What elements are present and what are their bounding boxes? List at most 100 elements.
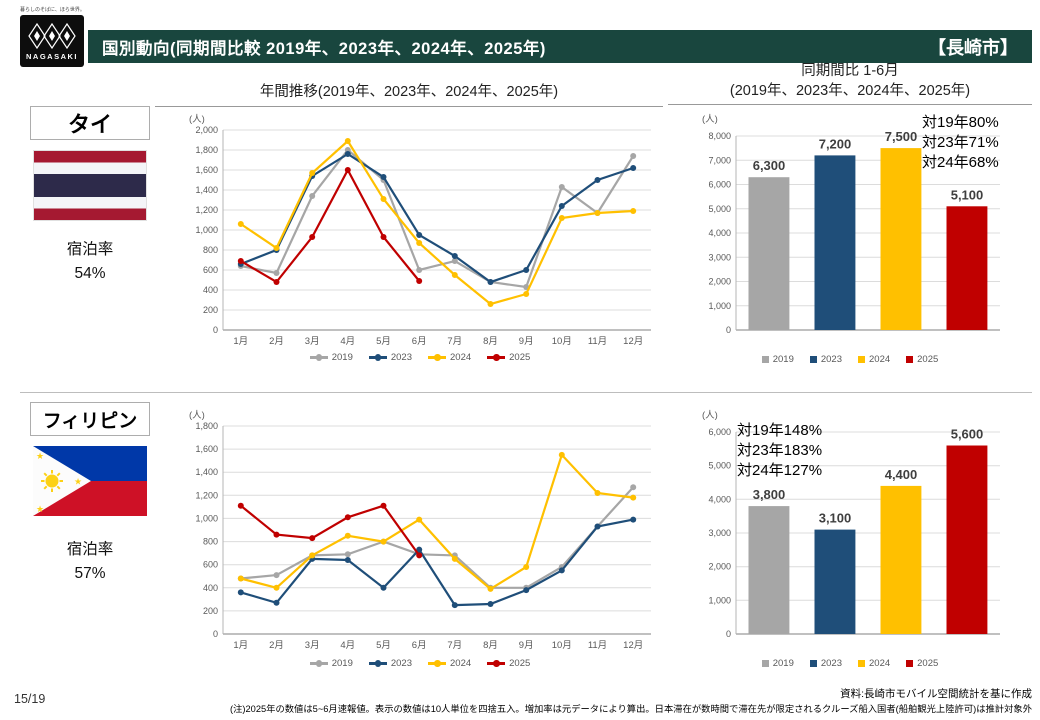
svg-text:7月: 7月 xyxy=(447,336,462,347)
star-icon: ★ ★ ★ xyxy=(36,451,82,514)
svg-text:0: 0 xyxy=(213,629,218,639)
svg-text:(人): (人) xyxy=(189,114,205,125)
legend-square-marker xyxy=(761,356,769,363)
svg-text:2,000: 2,000 xyxy=(708,562,731,572)
logo-box: NAGASAKI xyxy=(20,15,84,67)
nagasaki-logo: 暮らしのそばに、ほら世界。 NAGASAKI xyxy=(20,6,85,67)
comparison-line: 対19年148% xyxy=(737,422,823,439)
svg-text:7月: 7月 xyxy=(447,640,462,651)
svg-text:1,400: 1,400 xyxy=(195,185,218,195)
country-label-thailand: タイ xyxy=(30,106,150,140)
comparison-line: 対24年127% xyxy=(737,462,823,479)
legend-line-marker xyxy=(309,660,328,668)
svg-text:6,300: 6,300 xyxy=(753,158,786,173)
svg-text:4,000: 4,000 xyxy=(708,228,731,238)
svg-text:1月: 1月 xyxy=(233,336,248,347)
legend-square-marker xyxy=(906,660,914,667)
comparison-line: 対23年183% xyxy=(737,442,823,459)
legend-square-marker xyxy=(761,660,769,667)
logo-slogan: 暮らしのそばに、ほら世界。 xyxy=(20,7,85,13)
svg-text:8月: 8月 xyxy=(483,640,498,651)
svg-text:11月: 11月 xyxy=(588,640,607,651)
comparison-line: 対19年80% xyxy=(922,114,999,131)
svg-text:8,000: 8,000 xyxy=(708,131,731,141)
svg-text:200: 200 xyxy=(203,606,218,616)
svg-text:3,000: 3,000 xyxy=(708,528,731,538)
philippines-flag: ★ ★ ★ xyxy=(33,446,147,516)
legend-item-2024: 2024 xyxy=(428,352,471,363)
comparison-philippines: 対19年148% 対23年183% 対24年127% xyxy=(737,421,822,481)
svg-text:5,000: 5,000 xyxy=(708,461,731,471)
data-note: (注)2025年の数値は5~6月速報値。表示の数値は10人単位を四捨五入。増加率… xyxy=(230,704,1032,714)
svg-text:4,000: 4,000 xyxy=(708,494,731,504)
philippines-line-chart: 0 200 400 600 800 1,000 1,200 1,400 1,600 1,800(人… xyxy=(189,410,651,651)
philippines-bar-chart: 0 1,000 2,000 3,000 4,000 5,000 6,000 (人) 3,800 3… xyxy=(702,410,1000,639)
svg-text:(人): (人) xyxy=(702,410,718,421)
svg-text:8月: 8月 xyxy=(483,336,498,347)
svg-text:10月: 10月 xyxy=(552,640,572,651)
legend-item-2025: 2025 xyxy=(487,352,530,363)
svg-text:9月: 9月 xyxy=(519,640,534,651)
sun-icon xyxy=(41,470,63,492)
svg-text:7,000: 7,000 xyxy=(708,155,731,165)
stay-rate-philippines: 宿泊率 57% xyxy=(30,538,150,586)
svg-text:800: 800 xyxy=(203,537,218,547)
svg-text:1,200: 1,200 xyxy=(195,205,218,215)
line-column-title: 年間推移(2019年、2023年、2024年、2025年) xyxy=(155,80,663,107)
svg-text:800: 800 xyxy=(203,245,218,255)
legend-item-2025: 2025 xyxy=(487,658,530,669)
legend-square-marker xyxy=(858,660,865,667)
source-note: 資料:長崎市モバイル空間統計を基に作成 xyxy=(840,688,1032,700)
stay-rate-label: 宿泊率 xyxy=(66,241,114,258)
svg-text:600: 600 xyxy=(203,560,218,570)
legend-square-marker xyxy=(906,356,914,363)
svg-text:★: ★ xyxy=(36,504,44,514)
svg-text:2月: 2月 xyxy=(269,336,284,347)
legend-line-marker xyxy=(487,354,506,362)
svg-text:3,800: 3,800 xyxy=(753,487,786,502)
svg-text:12月: 12月 xyxy=(623,336,643,347)
svg-text:200: 200 xyxy=(203,305,218,315)
svg-text:400: 400 xyxy=(203,285,218,295)
svg-text:1,600: 1,600 xyxy=(195,165,218,175)
thailand-line-legend: 2019 2023 2024 2025 xyxy=(175,352,665,363)
legend-item-2024: 2024 xyxy=(858,658,890,669)
legend-line-marker xyxy=(428,354,446,362)
philippines-bar-legend: 2019 2023 2024 2025 xyxy=(690,658,1010,669)
svg-text:1,200: 1,200 xyxy=(195,490,218,500)
svg-text:5月: 5月 xyxy=(376,336,391,347)
svg-text:4,400: 4,400 xyxy=(885,467,918,482)
city-label: 【長崎市】 xyxy=(928,37,1018,58)
svg-text:1,800: 1,800 xyxy=(195,421,218,431)
legend-square-marker xyxy=(858,356,865,363)
svg-text:1,800: 1,800 xyxy=(195,145,218,155)
svg-text:0: 0 xyxy=(213,325,218,335)
svg-text:2月: 2月 xyxy=(269,640,284,651)
svg-text:0: 0 xyxy=(726,629,731,639)
svg-text:★: ★ xyxy=(36,451,44,461)
svg-text:(人): (人) xyxy=(189,410,205,421)
legend-item-2023: 2023 xyxy=(809,354,842,365)
svg-text:12月: 12月 xyxy=(623,640,643,651)
thailand-flag xyxy=(33,150,147,221)
comparison-thailand: 対19年80% 対23年71% 対24年68% xyxy=(922,113,999,173)
svg-text:2,000: 2,000 xyxy=(708,277,731,287)
svg-text:(人): (人) xyxy=(702,114,718,125)
legend-item-2023: 2023 xyxy=(368,658,412,669)
legend-line-marker xyxy=(368,660,387,668)
svg-text:3月: 3月 xyxy=(305,336,320,347)
legend-line-marker xyxy=(428,660,446,668)
comparison-line: 対23年71% xyxy=(922,134,999,151)
svg-text:3,000: 3,000 xyxy=(708,252,731,262)
svg-text:7,200: 7,200 xyxy=(819,136,852,151)
legend-item-2019: 2019 xyxy=(761,354,794,365)
thailand-bar-chart: 0 1,000 2,000 3,000 4,000 5,000 6,000 7,000 8,00… xyxy=(702,114,1000,335)
section-divider xyxy=(20,392,1032,393)
svg-text:1,000: 1,000 xyxy=(708,595,731,605)
legend-square-marker xyxy=(809,660,817,667)
svg-text:★: ★ xyxy=(74,477,82,487)
svg-text:1,000: 1,000 xyxy=(708,301,731,311)
svg-text:1,000: 1,000 xyxy=(195,225,218,235)
stay-rate-value: 57% xyxy=(74,565,106,583)
